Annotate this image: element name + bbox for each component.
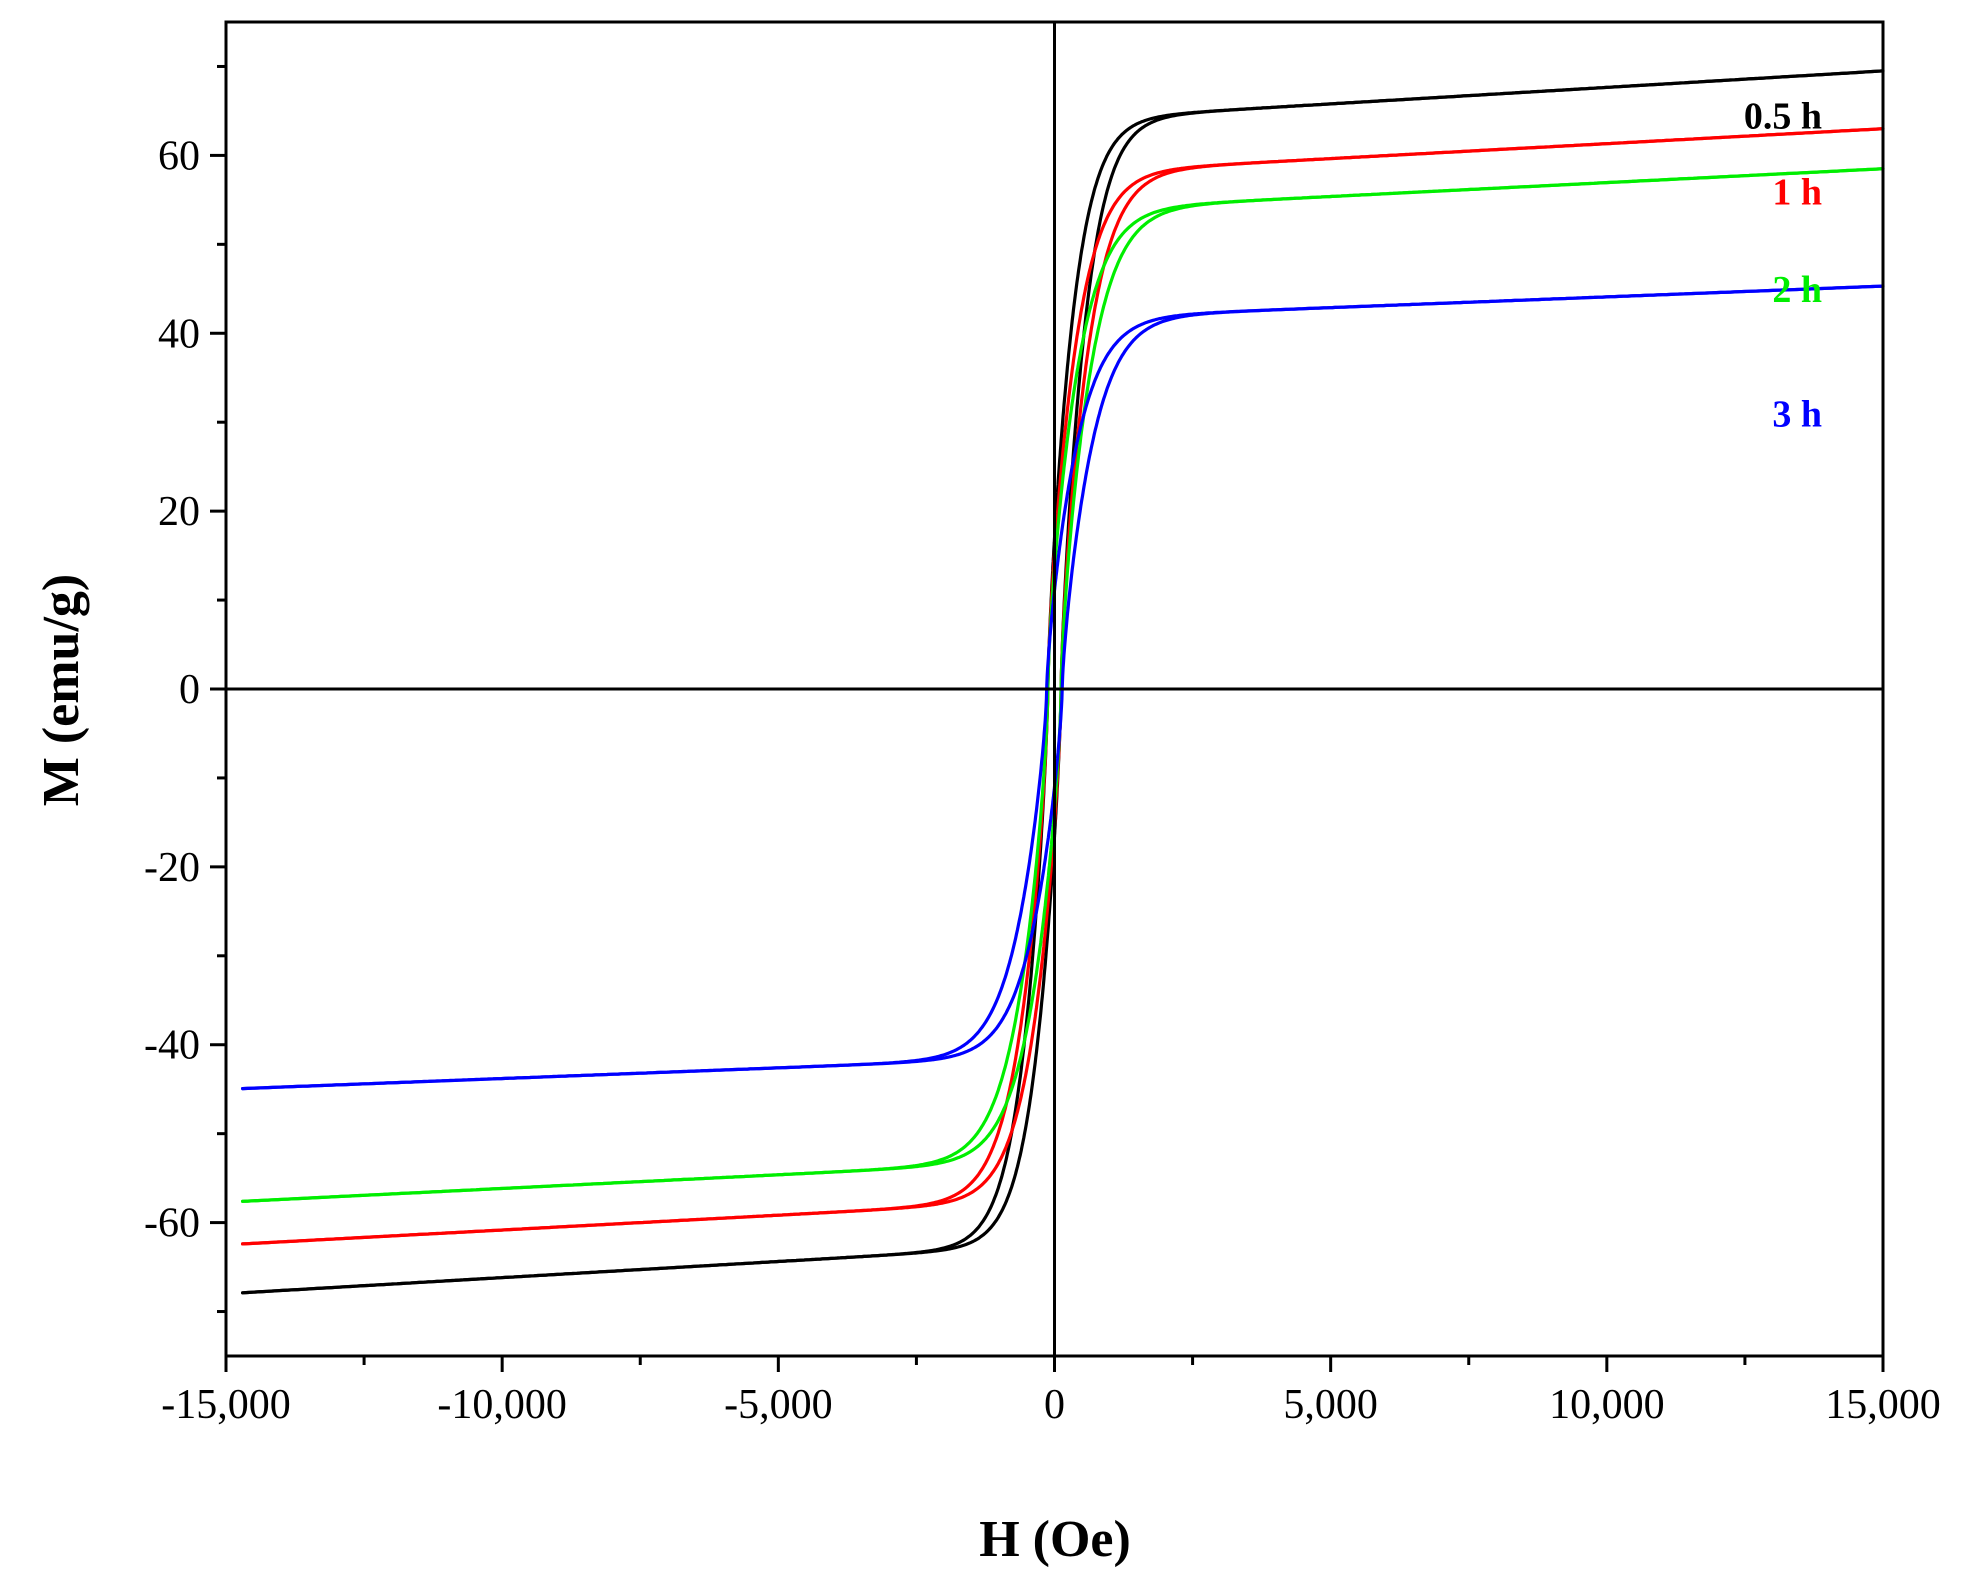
y-tick-label: -20 xyxy=(144,845,200,891)
y-tick-label: -60 xyxy=(144,1201,200,1247)
y-tick-label: 40 xyxy=(158,311,200,357)
x-tick-label: -15,000 xyxy=(161,1382,291,1428)
y-tick-label: -40 xyxy=(144,1023,200,1069)
x-axis-title: H (Oe) xyxy=(979,1511,1131,1568)
x-tick-label: -5,000 xyxy=(724,1382,833,1428)
x-tick-label: -10,000 xyxy=(437,1382,567,1428)
axis-ticks xyxy=(210,64,1885,1372)
x-tick-label: 0 xyxy=(1044,1382,1065,1428)
series-label-3: 2 h xyxy=(1772,269,1822,311)
y-tick-label: 60 xyxy=(158,133,200,179)
series-curves xyxy=(241,69,1885,1295)
series-label-1: 0.5 h xyxy=(1744,96,1822,138)
y-tick-label: 20 xyxy=(158,489,200,535)
series-label-2: 1 h xyxy=(1772,171,1822,213)
y-axis-title: M (emu/g) xyxy=(33,574,90,806)
tick-labels: -15,000 -10,000 -5,000 0 5,000 10,000 15,000 -6… xyxy=(144,133,1941,1428)
x-tick-label: 5,000 xyxy=(1283,1382,1378,1428)
zero-lines xyxy=(226,22,1883,1356)
x-tick-label: 10,000 xyxy=(1549,1382,1665,1428)
series-label-4: 3 h xyxy=(1772,394,1822,436)
series-labels: 0.5 h 1 h 2 h 3 h xyxy=(1744,96,1822,436)
x-tick-label: 15,000 xyxy=(1825,1382,1941,1428)
y-tick-label: 0 xyxy=(179,667,200,713)
